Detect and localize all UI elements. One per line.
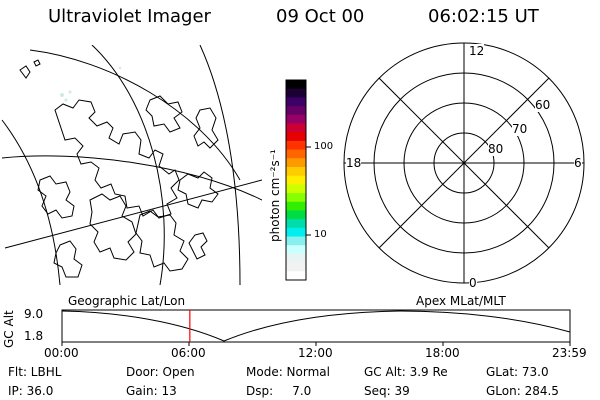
mlt-label-12: 12: [469, 44, 485, 58]
info-gain: Gain: 13: [126, 384, 177, 398]
colorbar-swatch: [286, 106, 306, 116]
left-panel-label: Geographic Lat/Lon: [68, 294, 186, 308]
info-door: Door: Open: [126, 365, 195, 379]
x-tick-label: 06:00: [171, 346, 206, 360]
colorbar-swatch: [286, 210, 306, 220]
colorbar-swatch: [286, 88, 306, 98]
colorbar-swatch: [286, 201, 306, 211]
colorbar-swatch: [286, 80, 306, 90]
aurora-dot: [118, 66, 122, 70]
y-tick-label: 1.8: [24, 329, 44, 343]
coastline: [54, 99, 180, 219]
coastline: [177, 171, 219, 209]
info-gcalt: GC Alt: 3.9 Re: [364, 365, 448, 379]
lat-label-80: 80: [488, 142, 504, 156]
mlt-label-0: 0: [469, 276, 477, 290]
lat-label-70: 70: [512, 122, 528, 136]
lat-line: [29, 49, 241, 181]
y-tick-label: 9.0: [24, 307, 44, 321]
x-tick-label: 12:00: [298, 346, 333, 360]
colorbar-frame: [285, 79, 307, 281]
x-tick-label: 18:00: [425, 346, 460, 360]
aurora-dot: [64, 98, 68, 102]
mlt-label-18: 18: [346, 156, 362, 170]
lon-line: [4, 179, 262, 249]
aurora-dot: [68, 90, 72, 94]
colorbar-swatch: [286, 97, 306, 107]
colorbar-swatch: [286, 166, 306, 177]
coastline: [193, 107, 219, 149]
colorbar-tick-label: 100: [314, 141, 334, 152]
x-tick-label: 00:00: [44, 346, 79, 360]
colorbar-swatch: [286, 114, 306, 124]
title: Ultraviolet Imager: [48, 6, 211, 27]
date: 09 Oct 00: [276, 6, 365, 27]
timeline-frame: [61, 309, 571, 343]
coastline: [53, 240, 83, 278]
coastline: [37, 175, 75, 219]
colorbar-swatch: [286, 245, 306, 255]
coastline: [19, 59, 41, 79]
colorbar-swatch: [286, 149, 306, 159]
mlt-label-6: 6: [574, 156, 582, 170]
altitude-curve: [61, 310, 571, 342]
timeline-ylabel: GC Alt: [2, 310, 16, 348]
info-dsp: Dsp: 7.0: [246, 384, 312, 398]
colorbar-swatch: [286, 123, 306, 133]
colorbar-swatch: [286, 253, 306, 264]
lon-line: [91, 45, 165, 285]
lat-label-60: 60: [535, 98, 551, 112]
colorbar-swatch: [286, 140, 306, 151]
info-seq: Seq: 39: [364, 384, 410, 398]
colorbar-swatch: [286, 219, 306, 229]
colorbar-swatch: [286, 262, 306, 272]
lon-line: [199, 45, 241, 285]
colorbar-swatch: [286, 132, 306, 142]
colorbar-swatch: [286, 193, 306, 203]
info-mode: Mode: Normal: [246, 365, 330, 379]
coastline: [188, 232, 208, 260]
colorbar-swatch: [286, 271, 306, 281]
mlt-line: [378, 77, 550, 249]
colorbar-swatch: [286, 184, 306, 194]
info-flt: Flt: LBHL: [8, 365, 62, 379]
coastline: [145, 95, 183, 133]
colorbar-swatch: [286, 158, 306, 168]
info-glon: GLon: 284.5: [486, 384, 559, 398]
colorbar-swatch: [286, 227, 306, 238]
time: 06:02:15 UT: [428, 6, 539, 27]
coastline: [135, 210, 189, 272]
colorbar-tick-label: 10: [314, 229, 327, 240]
info-glat: GLat: 73.0: [486, 365, 549, 379]
x-tick-label: 23:59: [552, 346, 587, 360]
coastline: [89, 193, 137, 261]
info-ip: IP: 36.0: [8, 384, 54, 398]
right-panel-label: Apex MLat/MLT: [416, 294, 506, 308]
aurora-dot: [60, 93, 64, 97]
colorbar-swatch: [286, 175, 306, 185]
colorbar-swatch: [286, 236, 306, 246]
